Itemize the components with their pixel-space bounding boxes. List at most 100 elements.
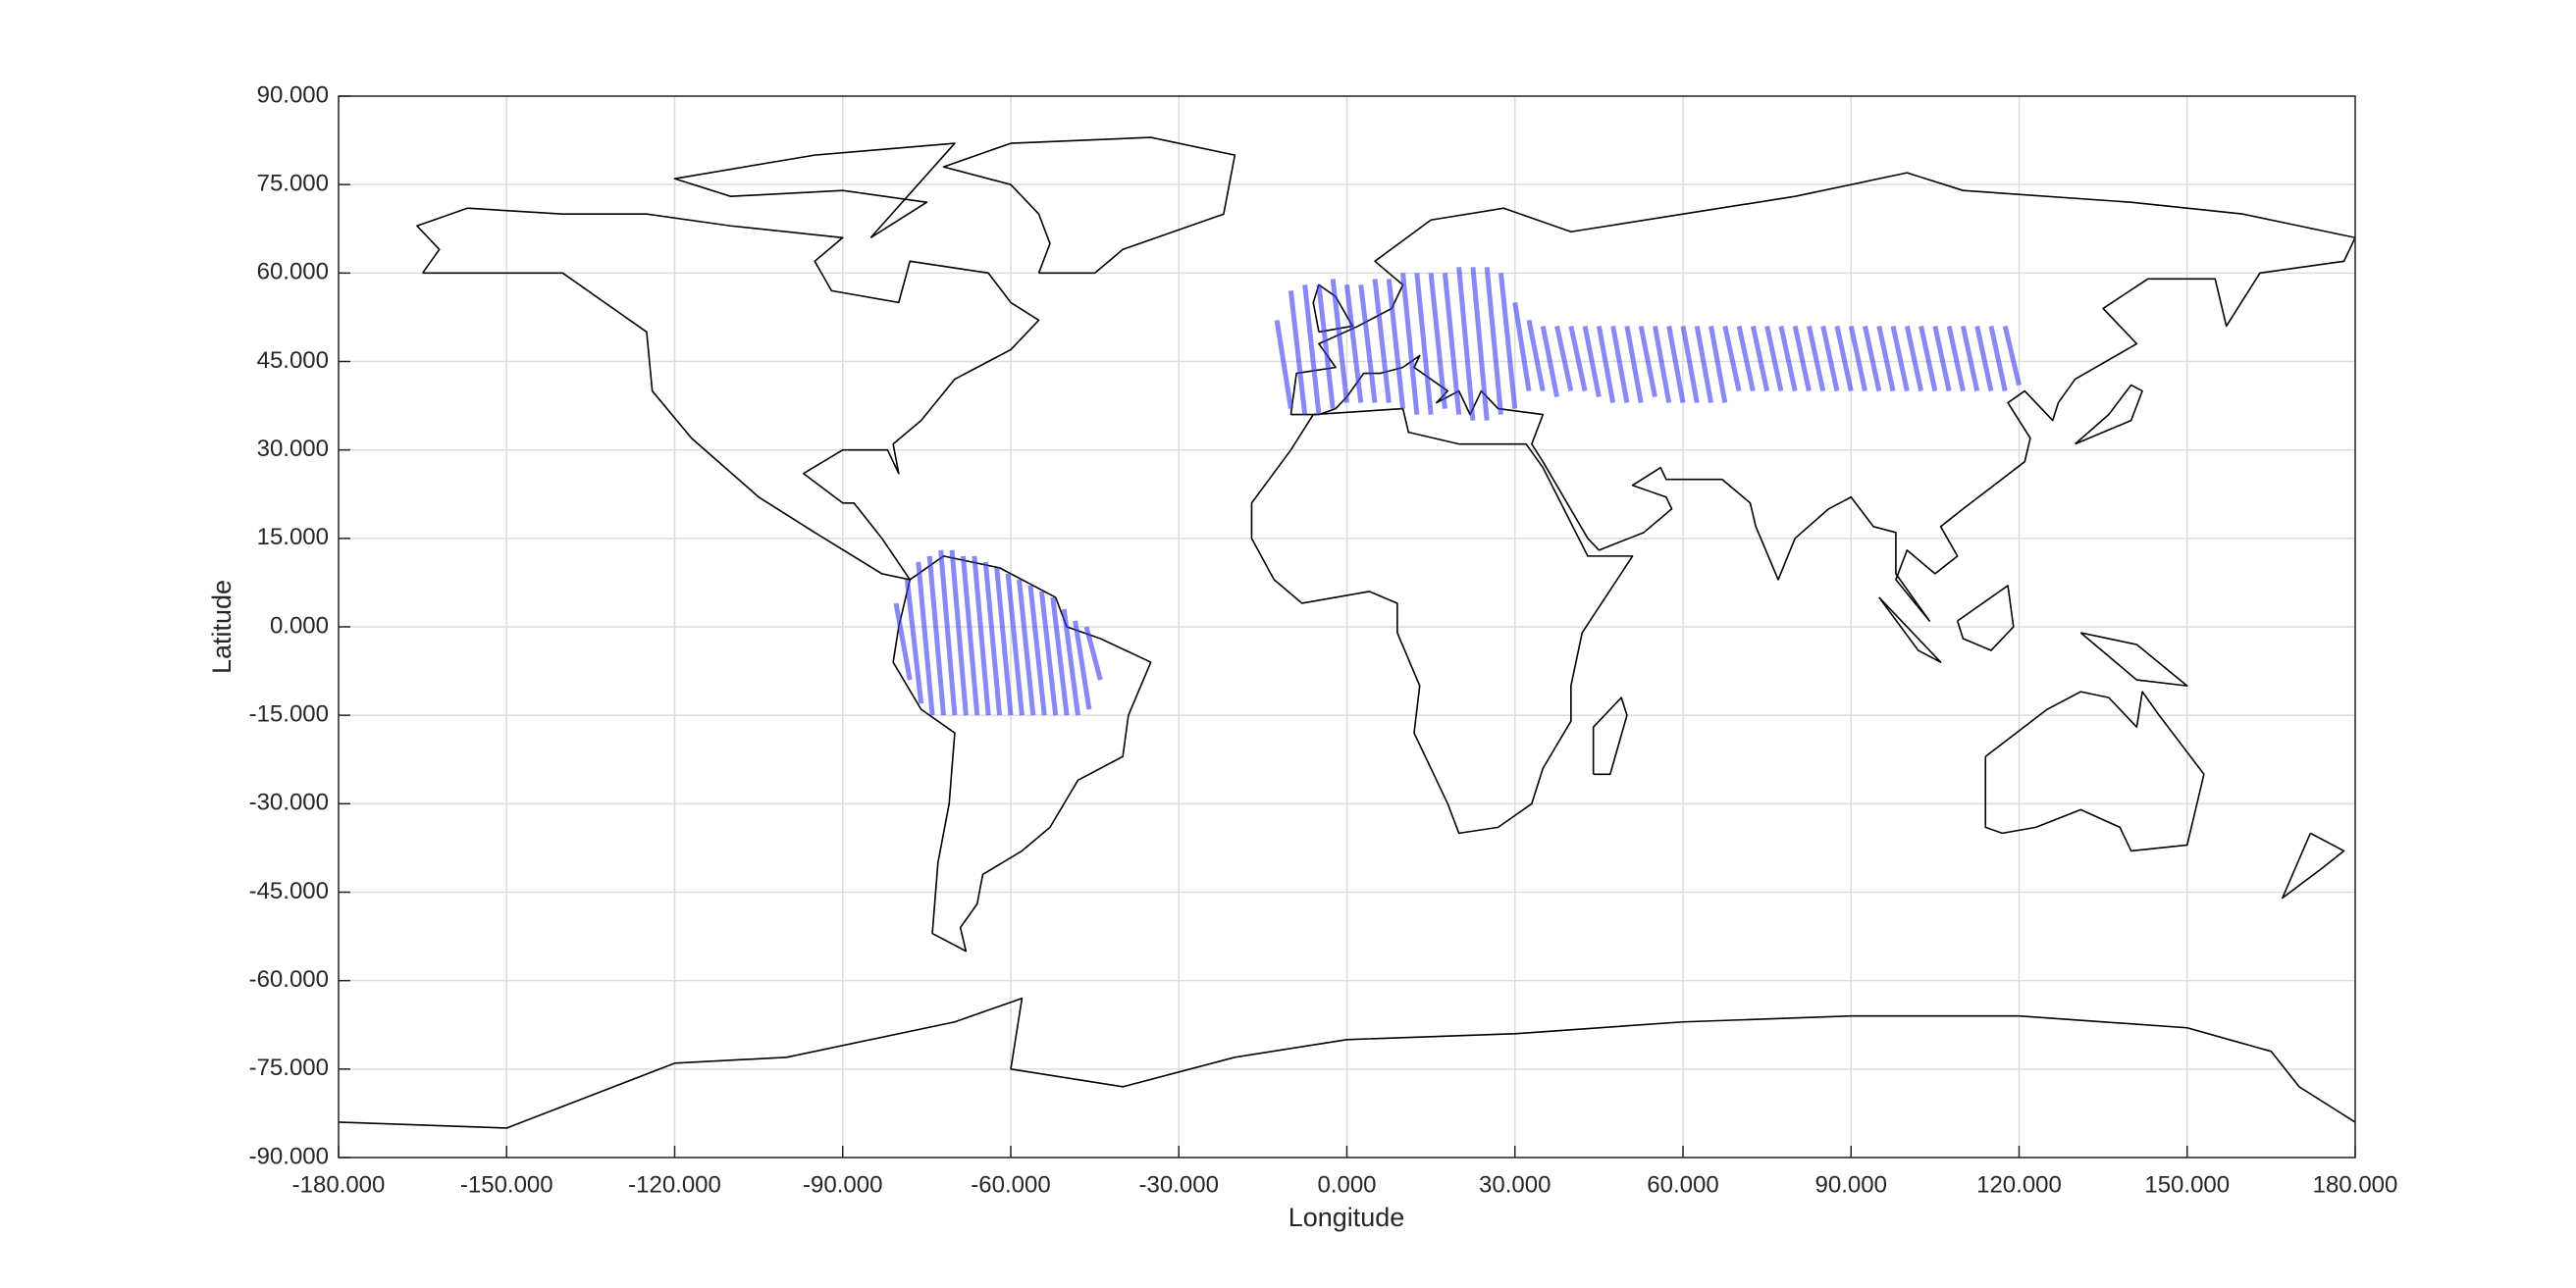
swath-track	[1050, 596, 1070, 716]
swath-track	[1386, 279, 1406, 409]
swath-track	[1484, 267, 1503, 415]
y-tick-label: 30.000	[257, 436, 329, 462]
x-tick-label: -90.000	[803, 1171, 882, 1198]
y-tick-label: -75.000	[249, 1055, 329, 1081]
swath-track	[1904, 325, 1924, 392]
y-tick-label: 60.000	[257, 259, 329, 285]
swath-track	[1876, 325, 1896, 392]
x-tick-label: 150.000	[2144, 1171, 2230, 1198]
x-tick-label: -30.000	[1139, 1171, 1219, 1198]
x-tick-label: -120.000	[628, 1171, 721, 1198]
swath-track	[994, 567, 1014, 716]
y-tick-label: -15.000	[249, 701, 329, 728]
swath-track	[1498, 273, 1518, 409]
y-tick-label: 75.000	[257, 171, 329, 197]
swath-track	[1540, 325, 1560, 398]
swath-track	[1946, 325, 1966, 392]
y-axis-title: Latitude	[207, 580, 237, 674]
swath-track	[1061, 608, 1080, 716]
swath-track	[972, 555, 991, 716]
swath-track	[1568, 325, 1588, 392]
swath-track	[1680, 325, 1700, 404]
swath-track	[2002, 325, 2022, 386]
swath-track	[1005, 573, 1025, 716]
swath-track	[1038, 591, 1059, 716]
swath-track	[1526, 319, 1546, 392]
y-tick-label: 90.000	[257, 81, 329, 108]
swath-track	[1694, 325, 1714, 404]
swath-track	[1652, 325, 1672, 404]
x-tick-label: 60.000	[1647, 1171, 1718, 1198]
swath-track	[1848, 325, 1867, 392]
x-tick-label: 120.000	[1976, 1171, 2062, 1198]
swath-track	[1288, 290, 1308, 415]
swath-track	[1428, 273, 1447, 409]
swath-track	[1778, 325, 1798, 392]
swath-track	[1512, 301, 1532, 391]
swath-track	[1736, 325, 1756, 392]
swath-track	[1470, 267, 1490, 421]
swath-track	[1722, 325, 1742, 392]
swath-track	[1820, 325, 1840, 392]
swath-track	[1456, 267, 1476, 421]
swath-track	[1073, 620, 1092, 710]
swath-track	[893, 602, 913, 681]
swath-track	[1344, 284, 1364, 403]
swath-track	[1442, 273, 1462, 415]
swath-track	[1863, 325, 1882, 392]
y-tick-label: 45.000	[257, 347, 329, 374]
swath-track	[1414, 273, 1434, 415]
swath-track	[1919, 325, 1938, 392]
y-tick-label: 0.000	[270, 612, 329, 639]
x-tick-label: 30.000	[1479, 1171, 1551, 1198]
y-tick-label: -90.000	[249, 1143, 329, 1169]
swath-track	[1806, 325, 1826, 392]
swath-track	[938, 549, 958, 716]
swath-track	[1083, 626, 1103, 681]
swath-track	[1358, 284, 1378, 403]
labels: Longitude Latitude -180.000 -150.000 -120.…	[207, 81, 2397, 1232]
y-tick-label: -60.000	[249, 966, 329, 993]
swath-track	[1932, 325, 1952, 392]
swath-track	[1890, 325, 1910, 392]
x-tick-label: -180.000	[292, 1171, 386, 1198]
swath-track	[949, 549, 969, 716]
x-tick-label: 180.000	[2313, 1171, 2398, 1198]
coastlines	[339, 137, 2355, 1128]
swath-track	[1610, 325, 1630, 404]
swath-track	[1792, 325, 1812, 392]
swath-track	[1764, 325, 1784, 392]
swath-track	[916, 561, 935, 716]
swath-track	[982, 561, 1003, 716]
swath-track	[1709, 325, 1728, 404]
y-tick-label: 15.000	[257, 524, 329, 550]
swath-track	[1017, 579, 1036, 716]
x-tick-label: -60.000	[971, 1171, 1050, 1198]
swath-track	[1302, 284, 1322, 415]
x-tick-label: 90.000	[1815, 1171, 1887, 1198]
x-tick-label: -150.000	[460, 1171, 553, 1198]
swath-track	[1330, 279, 1349, 403]
swath-track	[1750, 325, 1770, 392]
tracks	[893, 267, 2022, 716]
swath-track	[1027, 585, 1047, 716]
swath-track	[1960, 325, 1980, 392]
swath-track	[1400, 273, 1420, 415]
swath-track	[1316, 284, 1336, 409]
x-tick-label: 0.000	[1317, 1171, 1376, 1198]
y-tick-label: -45.000	[249, 878, 329, 904]
x-axis-title: Longitude	[1288, 1203, 1405, 1232]
swath-track	[1974, 325, 1994, 392]
swath-track	[1624, 325, 1644, 404]
swath-track	[904, 579, 924, 704]
swath-track	[1596, 325, 1616, 404]
swath-track	[1582, 325, 1602, 398]
swath-track	[926, 555, 946, 716]
swath-track	[1666, 325, 1686, 404]
swath-track	[960, 555, 980, 716]
y-tick-label: -30.000	[249, 790, 329, 816]
swath-track	[1554, 325, 1574, 392]
swath-track	[1834, 325, 1854, 392]
